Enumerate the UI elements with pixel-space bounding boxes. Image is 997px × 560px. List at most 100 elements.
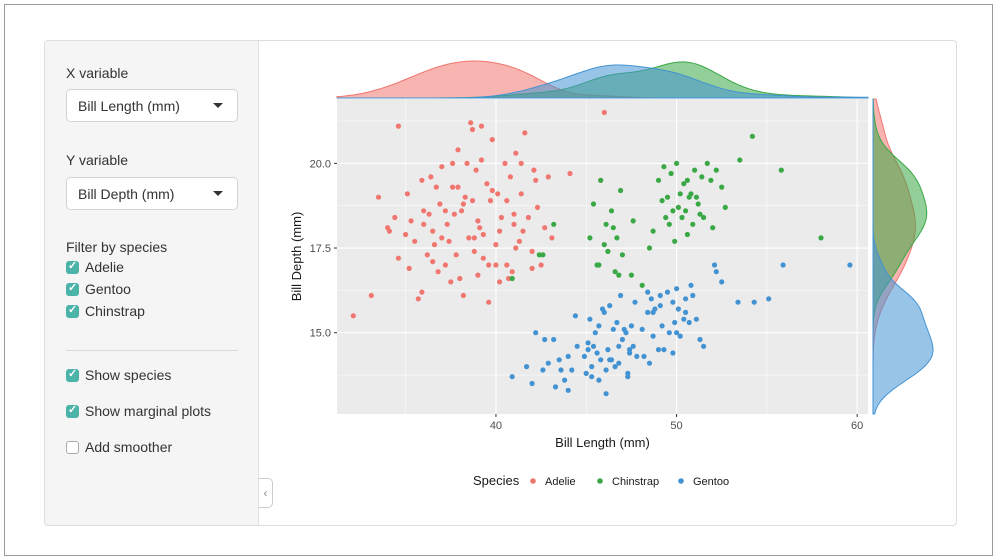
data-point-gentoo — [601, 309, 607, 315]
data-point-adelie — [392, 214, 398, 221]
data-point-chinstrap — [659, 198, 665, 204]
data-point-chinstrap — [670, 208, 676, 214]
data-point-gentoo — [681, 316, 687, 322]
data-point-chinstrap — [618, 187, 624, 194]
data-point-adelie — [504, 262, 510, 268]
data-point-chinstrap — [612, 269, 618, 275]
data-point-gentoo — [589, 374, 595, 380]
data-point-adelie — [518, 191, 524, 197]
data-point-adelie — [419, 177, 425, 183]
data-point-gentoo — [565, 387, 571, 393]
data-point-gentoo — [657, 303, 663, 309]
data-point-gentoo — [697, 336, 703, 343]
data-point-gentoo — [670, 350, 676, 356]
x-tick-label: 40 — [490, 420, 502, 432]
data-point-gentoo — [612, 364, 618, 370]
grid-lines — [337, 99, 868, 414]
data-point-adelie — [601, 109, 607, 116]
data-point-gentoo — [594, 350, 600, 356]
data-point-adelie — [520, 228, 526, 234]
checkbox-label: Adelie — [85, 259, 124, 275]
data-point-gentoo — [556, 357, 562, 363]
data-point-adelie — [439, 164, 445, 170]
data-point-gentoo — [661, 347, 667, 353]
data-point-adelie — [433, 184, 439, 190]
plot-panel — [337, 99, 868, 414]
data-point-gentoo — [524, 364, 530, 370]
data-point-adelie — [497, 228, 503, 234]
data-point-chinstrap — [690, 221, 696, 227]
data-point-chinstrap — [536, 252, 542, 258]
collapse-sidebar-button[interactable]: ‹ — [259, 478, 273, 508]
chevron-down-icon — [213, 103, 223, 108]
data-point-adelie — [486, 262, 492, 268]
data-point-chinstrap — [668, 170, 674, 177]
data-point-gentoo — [590, 343, 597, 349]
data-point-chinstrap — [675, 204, 681, 210]
data-point-adelie — [511, 221, 517, 227]
data-point-adelie — [489, 187, 495, 194]
data-point-chinstrap — [598, 177, 604, 183]
data-point-gentoo — [596, 323, 602, 329]
data-point-gentoo — [587, 316, 593, 322]
data-point-adelie — [424, 252, 430, 258]
data-point-gentoo — [603, 367, 609, 373]
data-point-adelie — [538, 262, 544, 268]
data-point-adelie — [518, 160, 524, 166]
data-point-chinstrap — [605, 248, 611, 254]
data-point-chinstrap — [737, 157, 743, 163]
data-point-chinstrap — [619, 252, 625, 258]
data-point-gentoo — [674, 286, 680, 292]
data-point-gentoo — [766, 296, 772, 302]
data-point-adelie — [513, 150, 519, 156]
data-point-chinstrap — [684, 177, 690, 183]
data-point-adelie — [498, 214, 504, 221]
data-point-adelie — [350, 313, 356, 319]
x-variable-select[interactable]: Bill Length (mm) — [66, 89, 238, 122]
data-point-gentoo — [618, 292, 624, 299]
y-variable-select[interactable]: Bill Depth (mm) — [66, 177, 238, 210]
data-point-adelie — [415, 296, 421, 302]
data-point-adelie — [525, 214, 531, 221]
data-point-chinstrap — [674, 160, 680, 166]
data-point-adelie — [450, 184, 456, 190]
data-point-chinstrap — [693, 194, 699, 200]
data-point-adelie — [475, 218, 481, 224]
data-point-gentoo — [677, 333, 683, 339]
data-point-gentoo — [581, 353, 587, 359]
data-point-chinstrap — [663, 214, 669, 221]
data-point-adelie — [408, 218, 414, 224]
data-point-adelie — [406, 265, 412, 271]
data-point-chinstrap — [719, 184, 725, 190]
data-point-gentoo — [598, 357, 604, 363]
data-point-gentoo — [674, 330, 680, 336]
data-point-adelie — [459, 208, 465, 214]
y-tick-label: 15.0 — [310, 328, 331, 340]
data-point-gentoo — [683, 296, 689, 302]
data-point-chinstrap — [677, 191, 683, 197]
checkbox-label: Gentoo — [85, 281, 131, 297]
data-point-chinstrap — [778, 167, 784, 173]
data-point-gentoo — [751, 299, 757, 305]
data-point-chinstrap — [710, 225, 716, 231]
legend: Species Adelie Chinstrap Gentoo — [473, 473, 729, 488]
data-point-adelie — [480, 231, 486, 238]
chevron-left-icon: ‹ — [263, 486, 268, 500]
legend-label-gentoo: Gentoo — [693, 476, 729, 488]
data-point-gentoo — [670, 299, 676, 305]
data-point-adelie — [489, 137, 495, 143]
data-point-adelie — [493, 262, 499, 268]
data-point-adelie — [534, 204, 541, 210]
app-container: X variable Bill Length (mm) Y variable B… — [44, 40, 957, 526]
data-point-adelie — [395, 255, 401, 261]
y-variable-value: Bill Depth (mm) — [78, 186, 175, 202]
data-point-gentoo — [659, 323, 665, 329]
data-point-gentoo — [592, 330, 598, 336]
data-point-gentoo — [574, 343, 580, 349]
data-point-adelie — [431, 242, 438, 248]
data-point-gentoo — [607, 357, 613, 363]
data-point-gentoo — [585, 340, 591, 346]
data-point-gentoo — [596, 377, 602, 383]
data-point-gentoo — [639, 326, 645, 332]
data-point-adelie — [502, 160, 508, 166]
